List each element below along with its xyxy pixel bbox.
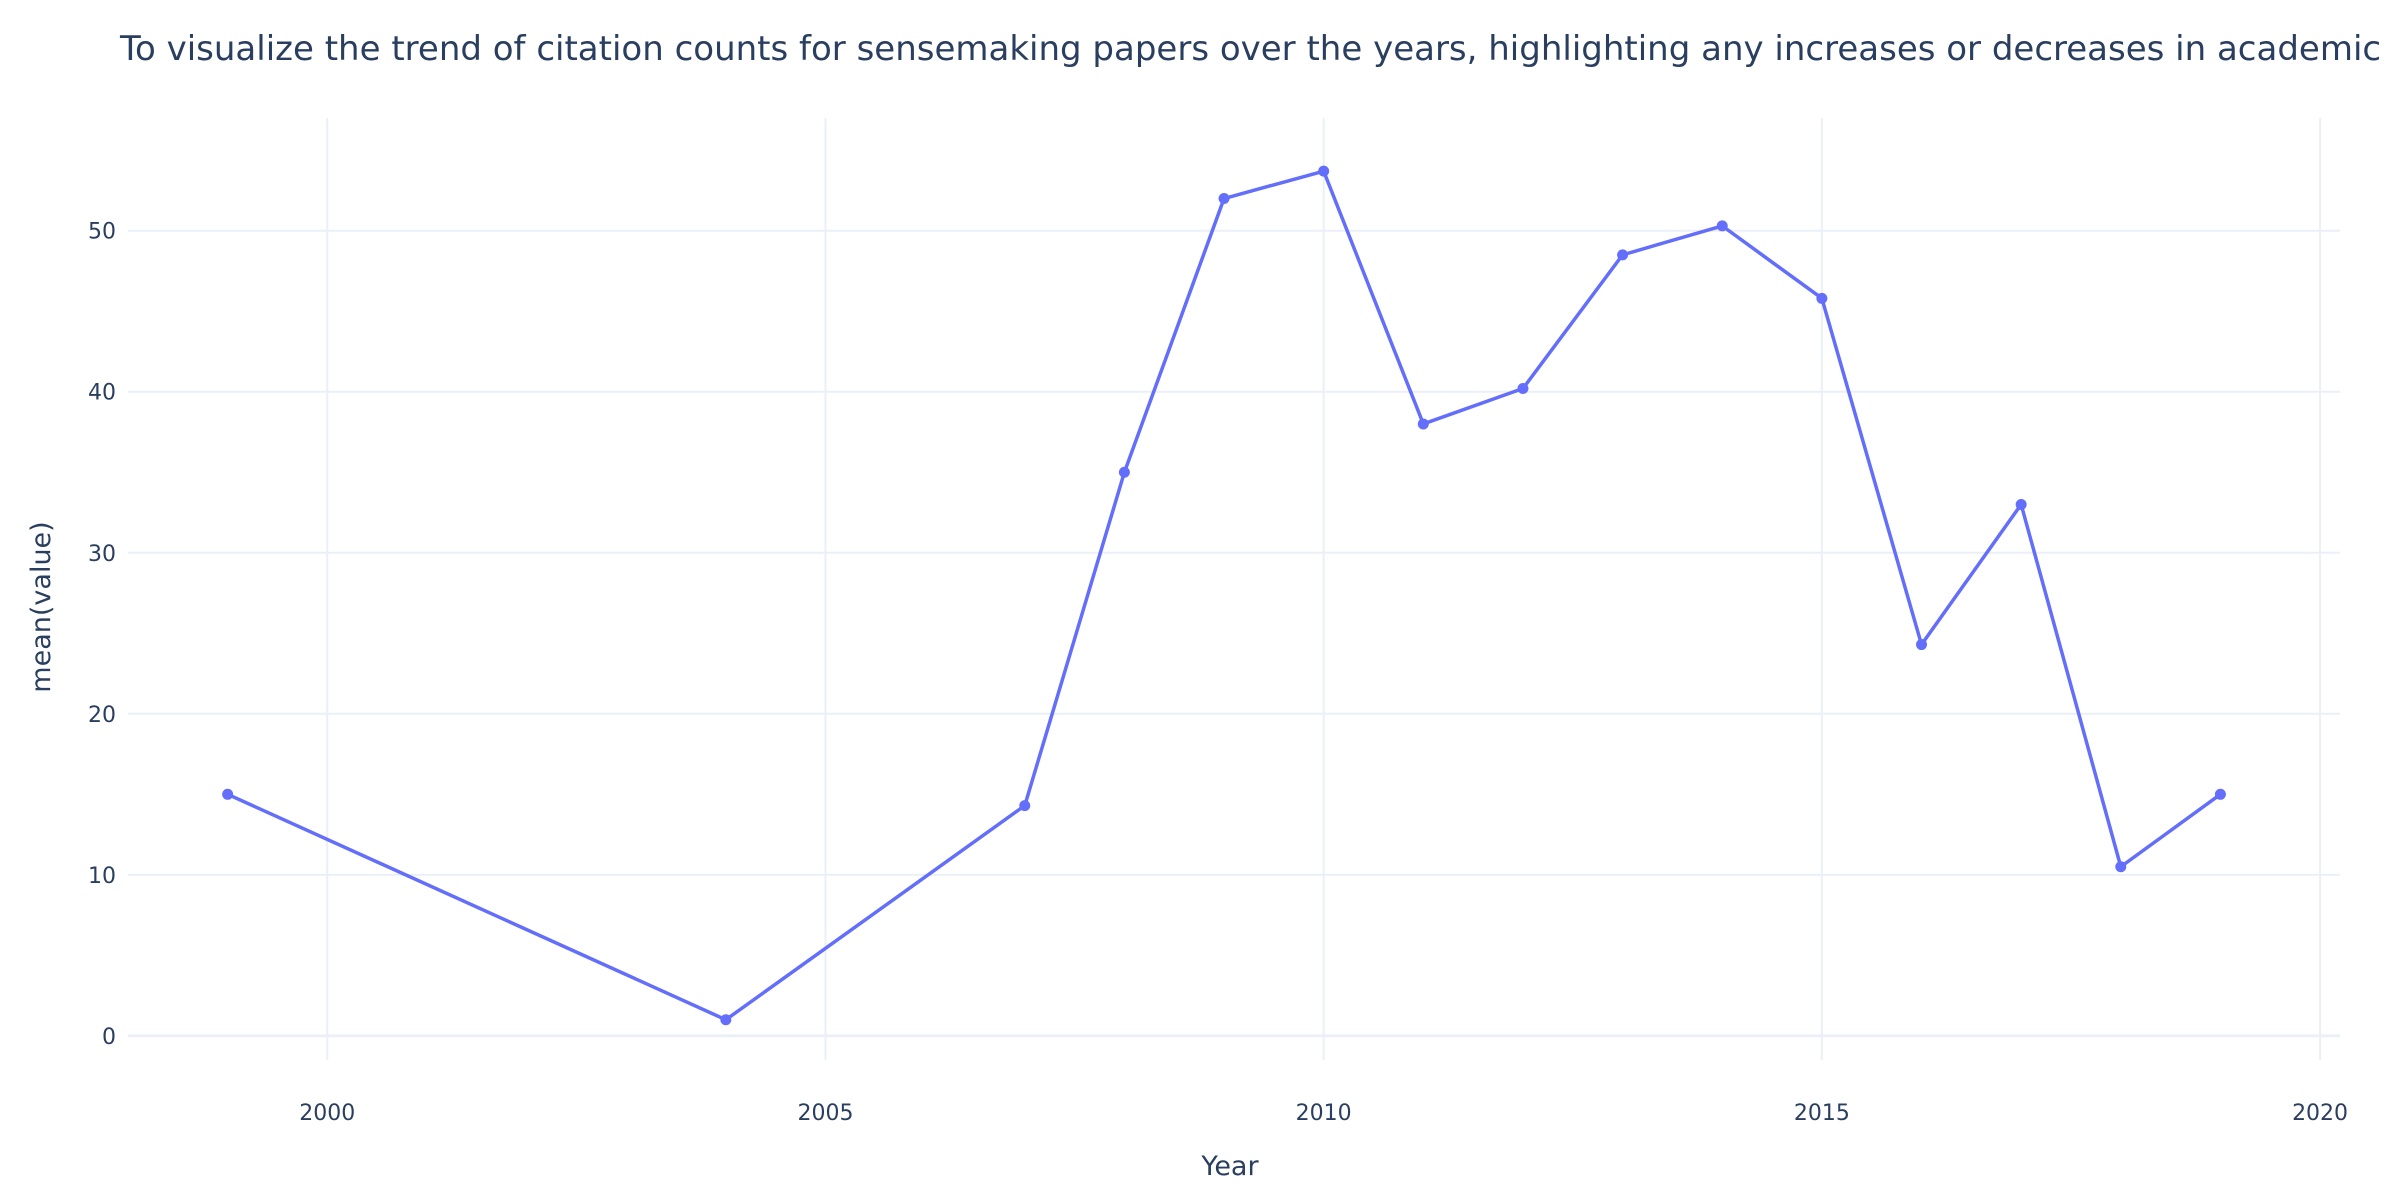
x-tick-label: 2015 xyxy=(1794,1101,1850,1126)
x-tick-label: 2000 xyxy=(299,1101,355,1126)
x-tick-label: 2020 xyxy=(2292,1101,2348,1126)
y-tick-label: 20 xyxy=(88,703,116,728)
data-point-2015[interactable] xyxy=(1816,292,1828,304)
data-point-2019[interactable] xyxy=(2214,788,2226,800)
series-line xyxy=(225,169,2223,1022)
data-point-2004[interactable] xyxy=(720,1014,732,1026)
grid-layer xyxy=(128,118,2340,1060)
data-point-2013[interactable] xyxy=(1617,249,1629,261)
data-point-2014[interactable] xyxy=(1716,220,1728,232)
chart-title: To visualize the trend of citation count… xyxy=(119,29,2381,69)
y-axis-title: mean(value) xyxy=(26,521,57,692)
data-point-2012[interactable] xyxy=(1517,383,1529,395)
x-tick-label: 2005 xyxy=(797,1101,853,1126)
y-tick-label: 30 xyxy=(88,542,116,567)
x-tick-label: 2010 xyxy=(1296,1101,1352,1126)
data-point-2018[interactable] xyxy=(2115,861,2127,873)
data-point-2010[interactable] xyxy=(1318,165,1330,177)
y-tick-label: 40 xyxy=(88,381,116,406)
data-point-2011[interactable] xyxy=(1417,418,1429,430)
data-point-2016[interactable] xyxy=(1916,639,1928,651)
axis-layer: 2000 2005 2010 2015 2020 0 10 20 30 40 50 xyxy=(88,220,2348,1126)
data-point-1999[interactable] xyxy=(222,788,234,800)
data-point-2009[interactable] xyxy=(1218,193,1230,205)
y-tick-label: 10 xyxy=(88,864,116,889)
data-point-2008[interactable] xyxy=(1118,466,1130,478)
x-axis-title: Year xyxy=(1200,1151,1259,1182)
y-tick-label: 50 xyxy=(88,220,116,245)
series-layer xyxy=(222,165,2226,1026)
y-tick-label: 0 xyxy=(102,1025,116,1050)
data-point-2017[interactable] xyxy=(2015,498,2027,510)
data-point-2007[interactable] xyxy=(1019,800,1031,812)
